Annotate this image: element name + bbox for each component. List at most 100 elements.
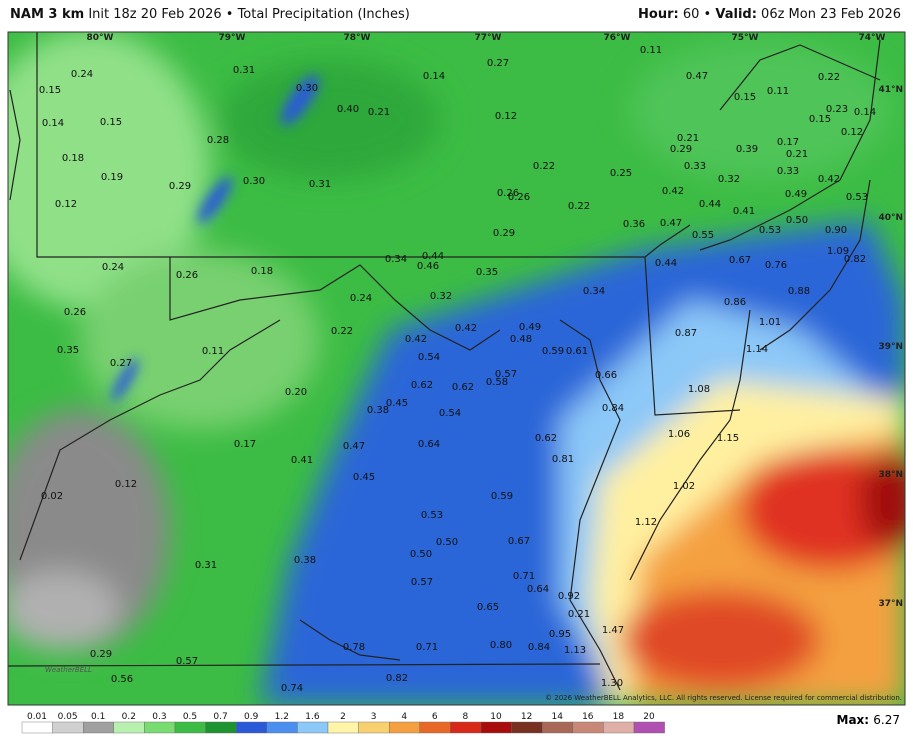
precip-value: 0.31 [195,560,217,571]
precip-value: 0.21 [568,609,590,620]
colorbar-swatch [633,721,665,734]
precip-value: 0.74 [281,683,303,694]
precip-value: 1.12 [635,517,657,528]
precip-value: 0.41 [733,206,755,217]
precip-value: 0.21 [677,133,699,144]
precip-value: 0.15 [734,92,756,103]
precip-value: 0.65 [477,602,499,613]
colorbar-label: 0.05 [58,712,78,722]
precip-field [8,32,905,705]
colorbar-label: 2 [340,712,346,722]
precip-value: 0.47 [660,218,682,229]
precip-value: 0.42 [455,323,477,334]
colorbar-label: 4 [401,712,407,722]
colorbar-label: 6 [432,712,438,722]
precip-value: 0.42 [405,334,427,345]
precip-value: 0.22 [331,326,353,337]
precip-value: 1.01 [759,317,781,328]
lat-label: 40°N [878,213,903,223]
precip-value: 1.47 [602,625,624,636]
colorbar-swatch [327,721,359,734]
precip-value: 0.62 [452,382,474,393]
lon-label: 75°W [732,33,759,43]
precip-value: 0.66 [595,370,617,381]
precip-value: 0.12 [55,199,77,210]
hour-label: Hour: [638,7,679,22]
colorbar-label: 0.3 [152,712,166,722]
precip-value: 0.49 [785,189,807,200]
precip-value: 0.27 [487,58,509,69]
colorbar-label: 1.6 [305,712,320,722]
precip-value: 0.23 [826,104,848,115]
colorbar-label: 0.7 [213,712,227,722]
precip-value: 0.31 [233,65,255,76]
colorbar-swatch [572,721,604,734]
precip-value: 0.14 [42,118,64,129]
lon-label: 78°W [344,33,371,43]
precip-value: 0.62 [411,380,433,391]
title: NAM 3 km Init 18z 20 Feb 2026 • Total Pr… [10,0,410,30]
precip-value: 0.90 [825,225,847,236]
precip-value: 0.80 [490,640,512,651]
colorbar-swatch [603,721,635,734]
precip-value: 0.29 [90,649,112,660]
precip-value: 0.50 [436,537,458,548]
precip-value: 0.71 [416,642,438,653]
colorbar-label: 18 [613,712,625,722]
precip-value: 0.12 [115,479,137,490]
precip-value: 0.22 [818,72,840,83]
precip-value: 0.53 [846,192,868,203]
precip-value: 0.15 [100,117,122,128]
precip-value: 0.49 [519,322,541,333]
precip-value: 0.34 [583,286,605,297]
precip-value: 0.57 [411,577,433,588]
lon-label: 77°W [475,33,502,43]
precip-value: 0.12 [841,127,863,138]
precip-value: 0.22 [568,201,590,212]
precip-value: 0.21 [786,149,808,160]
precip-value: 1.14 [746,344,768,355]
lat-label: 41°N [878,85,903,95]
precip-value: 0.25 [610,168,632,179]
precip-value: 0.84 [602,403,624,414]
precip-value: 1.08 [688,384,710,395]
lat-label: 37°N [878,599,903,609]
colorbar-label: 1.2 [275,712,289,722]
precip-value: 0.29 [493,228,515,239]
precip-value: 0.57 [495,369,517,380]
precip-value: 0.42 [818,174,840,185]
precip-value: 0.11 [767,86,789,97]
lon-label: 76°W [604,33,631,43]
colorbar-swatch [389,721,421,734]
precip-value: 0.53 [421,510,443,521]
precip-value: 0.14 [854,107,876,118]
precip-value: 0.11 [640,45,662,56]
precip-value: 0.95 [549,629,571,640]
precip-value: 0.17 [777,137,799,148]
precip-value: 0.21 [368,107,390,118]
colorbar-label: 14 [551,712,563,722]
precip-value: 0.87 [675,328,697,339]
precip-value: 0.35 [57,345,79,356]
precip-value: 0.59 [491,491,513,502]
precip-value: 0.15 [39,85,61,96]
colorbar-label: 0.9 [244,712,259,722]
lon-label: 74°W [859,33,886,43]
precip-value: 1.06 [668,429,690,440]
precip-value: 0.32 [430,291,452,302]
colorbar-label: 0.2 [122,712,136,722]
precip-value: 1.13 [564,645,586,656]
colorbar-swatch [266,721,298,734]
precip-value: 0.44 [422,251,444,262]
valid-info: Hour: 60 • Valid: 06z Mon 23 Feb 2026 [638,0,901,30]
precip-value: 0.20 [285,387,307,398]
precip-value: 0.59 [542,346,564,357]
colorbar-swatch [511,721,543,734]
colorbar-label: 20 [643,712,655,722]
precip-value: 0.45 [386,398,408,409]
map-frame [7,31,906,706]
precip-value: 0.82 [844,254,866,265]
precip-value: 0.92 [558,591,580,602]
precip-value: 0.55 [692,230,714,241]
